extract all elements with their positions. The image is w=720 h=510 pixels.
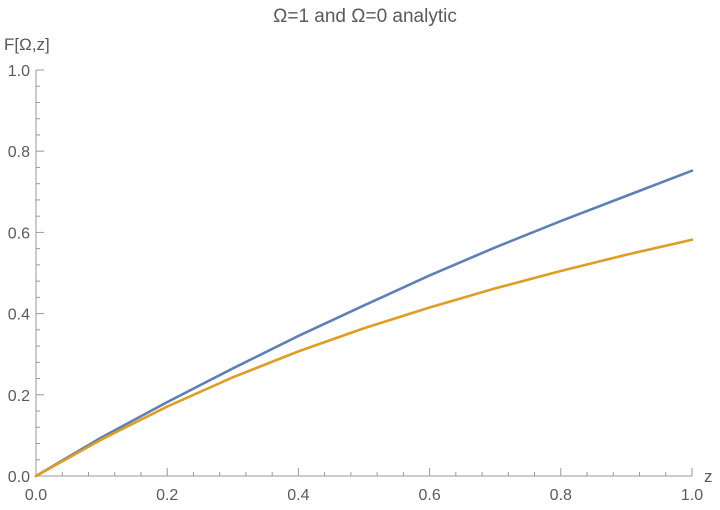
x-tick-label: 0.8	[550, 487, 572, 504]
y-tick-label: 0.6	[8, 225, 30, 242]
y-tick-label: 0.4	[8, 307, 30, 324]
x-tick-label: 0.4	[287, 487, 309, 504]
x-tick-label: 0.0	[25, 487, 47, 504]
y-tick-label: 0.2	[8, 388, 30, 405]
series-line-2	[34, 238, 694, 478]
y-axis-label: F[Ω,z]	[4, 35, 50, 54]
x-axis-label: z	[704, 467, 713, 486]
y-tick-label: 0.0	[8, 469, 30, 486]
series-line-1	[34, 169, 694, 478]
x-tick-label: 0.2	[156, 487, 178, 504]
y-tick-label: 0.8	[8, 144, 30, 161]
axis-ticks: 0.0 0.2 0.4 0.6 0.8 1.0 0.0 0.2 0.4 0.6 0.8 1.0	[8, 63, 703, 504]
series-group	[34, 169, 694, 478]
x-tick-label: 1.0	[681, 487, 703, 504]
y-tick-label: 1.0	[8, 63, 30, 80]
x-tick-label: 0.6	[418, 487, 440, 504]
chart-title: Ω=1 and Ω=0 analytic	[273, 6, 457, 27]
